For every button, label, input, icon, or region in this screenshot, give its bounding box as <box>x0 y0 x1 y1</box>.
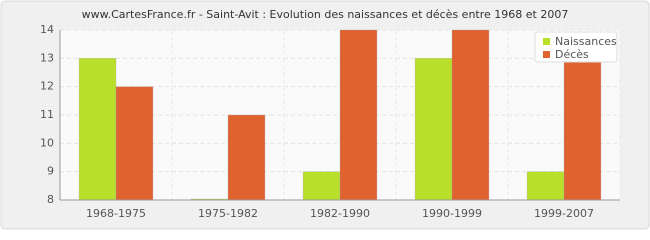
bar <box>115 86 154 201</box>
chart: www.CartesFrance.fr - Saint-Avit : Evolu… <box>0 0 650 230</box>
x-tick-label: 1975-1982 <box>198 207 258 220</box>
x-tick-label: 1999-2007 <box>534 207 594 220</box>
bar <box>302 171 341 201</box>
bar <box>339 29 378 201</box>
y-tick-label: 8 <box>47 193 54 206</box>
y-tick-label: 13 <box>40 51 54 64</box>
legend-box <box>534 31 618 63</box>
y-tick-label: 10 <box>40 136 54 149</box>
y-tick-label: 14 <box>40 23 54 36</box>
y-tick-label: 11 <box>40 108 54 121</box>
bar <box>563 58 602 201</box>
y-tick-label: 9 <box>47 165 54 178</box>
bar <box>414 58 453 201</box>
legend-label: Naissances <box>555 35 617 48</box>
legend-swatch <box>543 51 550 58</box>
x-tick-label: 1982-1990 <box>310 207 370 220</box>
bar <box>227 114 266 201</box>
legend-swatch <box>543 38 550 45</box>
x-tick-label: 1990-1999 <box>422 207 482 220</box>
chart-title: www.CartesFrance.fr - Saint-Avit : Evolu… <box>82 8 569 21</box>
bar <box>526 171 565 201</box>
y-tick-label: 12 <box>40 80 54 93</box>
x-tick-label: 1968-1975 <box>86 207 146 220</box>
legend-label: Décès <box>555 48 589 61</box>
bar <box>78 58 117 201</box>
bar <box>451 29 490 201</box>
page: {"chart_data": {"type": "bar", "title": … <box>0 0 650 230</box>
